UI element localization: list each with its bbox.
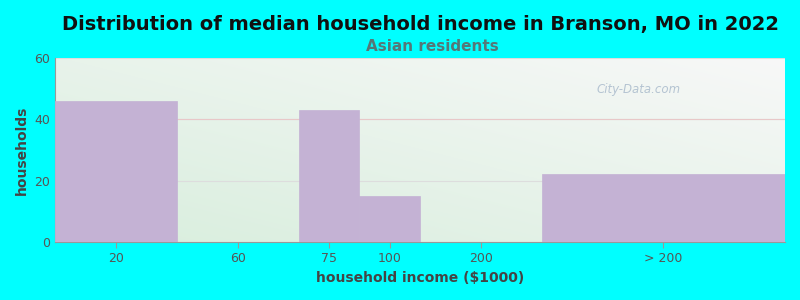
Bar (359, 196, 420, 242)
Bar (298, 110, 359, 242)
Text: City-Data.com: City-Data.com (597, 82, 681, 96)
Bar (55, 101, 177, 242)
X-axis label: household income ($1000): household income ($1000) (316, 271, 524, 285)
Bar (542, 175, 785, 242)
Y-axis label: households: households (15, 105, 29, 195)
Text: Asian residents: Asian residents (366, 39, 498, 54)
Title: Distribution of median household income in Branson, MO in 2022: Distribution of median household income … (62, 15, 778, 34)
